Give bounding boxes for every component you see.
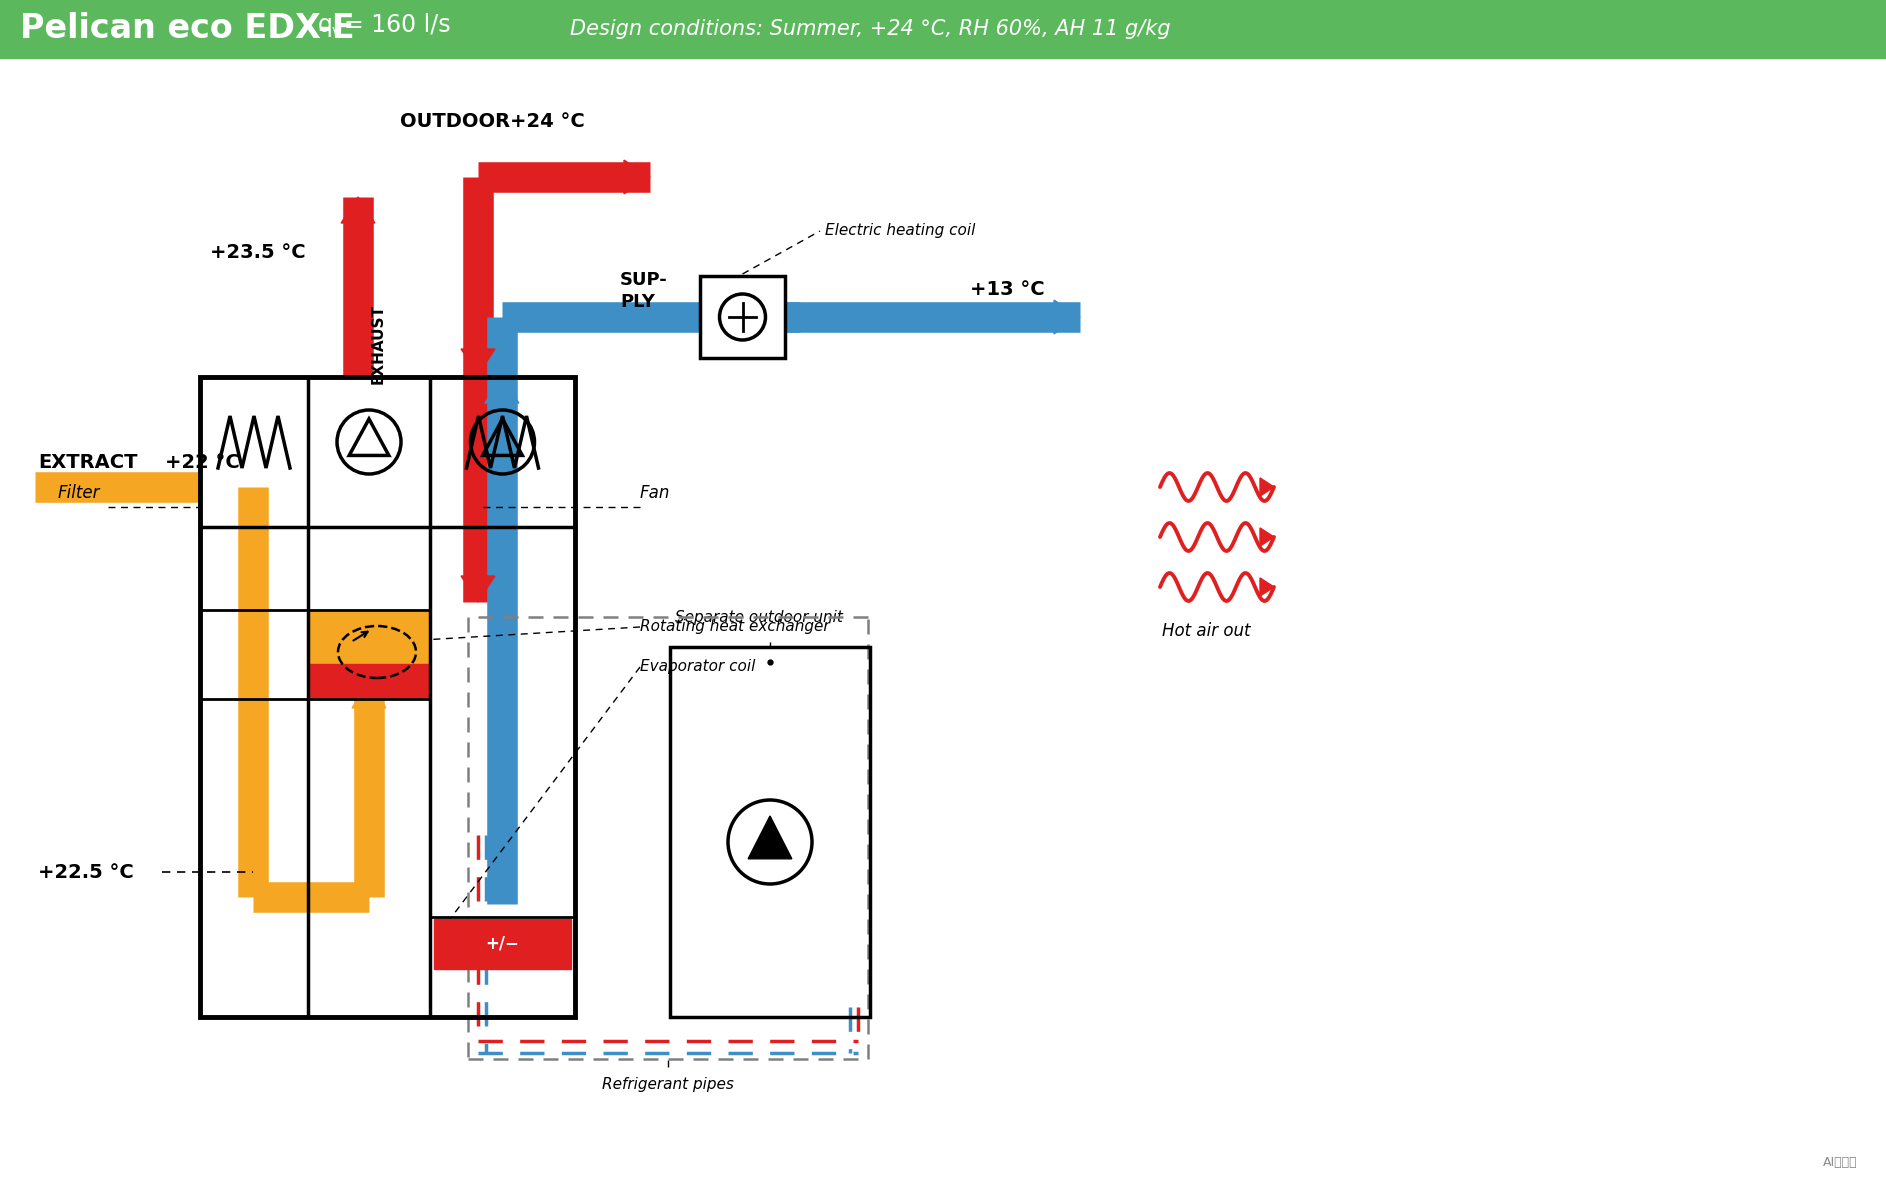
Text: Refrigerant pipes: Refrigerant pipes [602,1077,734,1092]
Text: AI资讯网: AI资讯网 [1824,1156,1858,1169]
Text: +/−: +/− [485,935,519,953]
Text: Evaporator coil: Evaporator coil [639,660,756,674]
Polygon shape [460,576,494,602]
Text: Design conditions: Summer, +24 °C, RH 60%, AH 11 g/kg: Design conditions: Summer, +24 °C, RH 60… [570,19,1171,39]
Text: Hot air out: Hot air out [1162,622,1250,640]
Polygon shape [1054,300,1081,334]
Text: EXTRACT: EXTRACT [38,453,138,472]
Polygon shape [624,160,651,193]
Polygon shape [460,349,494,375]
Polygon shape [1260,578,1275,596]
Bar [434,919,571,969]
Polygon shape [749,815,792,859]
Text: OUTDOOR: OUTDOOR [400,112,509,131]
Text: v: v [332,24,339,38]
Text: Fan: Fan [639,484,670,502]
Bar [670,647,869,1017]
Text: +22 °C: +22 °C [164,453,240,472]
Text: PLY: PLY [620,293,654,311]
Text: Pelican eco EDX-E: Pelican eco EDX-E [21,13,355,45]
Text: EXHAUST: EXHAUST [372,305,387,385]
Bar [307,612,430,667]
Bar [200,377,575,1017]
Bar [0,0,1886,58]
Bar [307,664,430,697]
Text: +23.5 °C: +23.5 °C [209,242,306,261]
Text: +22.5 °C: +22.5 °C [38,863,134,882]
Text: +24 °C: +24 °C [509,112,585,131]
Polygon shape [341,197,375,223]
Text: Separate outdoor unit: Separate outdoor unit [675,610,843,626]
Polygon shape [1260,528,1275,546]
Text: = 160 l/s: = 160 l/s [343,13,451,37]
Text: Rotating heat exchanger: Rotating heat exchanger [639,620,830,635]
Bar [700,277,785,358]
Polygon shape [353,683,387,707]
Polygon shape [1260,478,1275,496]
Text: +13 °C: +13 °C [969,280,1045,299]
Text: Filter: Filter [58,484,100,502]
Polygon shape [485,377,519,404]
Text: q: q [319,13,332,37]
Text: Electric heating coil: Electric heating coil [824,223,975,239]
Text: SUP-: SUP- [620,271,668,288]
